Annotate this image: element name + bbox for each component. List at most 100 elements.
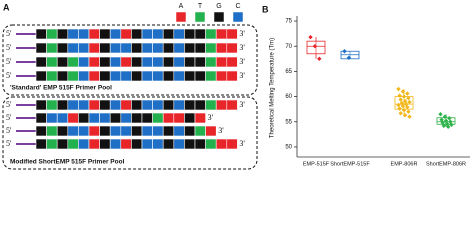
point — [401, 94, 407, 99]
base — [162, 56, 175, 68]
base — [173, 56, 185, 68]
base — [78, 70, 90, 82]
base — [67, 42, 79, 54]
base — [78, 28, 90, 40]
base — [46, 138, 58, 150]
base — [88, 42, 100, 54]
base — [56, 56, 69, 68]
base — [99, 125, 111, 137]
base — [78, 138, 90, 150]
three-prime: 3' — [239, 43, 245, 52]
legend-letter: C — [235, 3, 240, 10]
base — [99, 28, 111, 40]
base — [215, 70, 228, 82]
base — [194, 28, 206, 40]
base — [120, 138, 132, 150]
base — [152, 70, 164, 82]
base — [131, 138, 143, 150]
base — [99, 70, 111, 82]
box — [306, 40, 326, 55]
base — [162, 70, 175, 82]
point — [407, 114, 412, 119]
base — [67, 138, 79, 150]
base — [88, 99, 100, 111]
base — [46, 42, 58, 54]
point — [346, 55, 352, 60]
base — [88, 28, 100, 40]
base — [56, 70, 69, 82]
base — [215, 42, 228, 54]
base — [35, 56, 47, 68]
x-tick-label: ShortEMP-806R — [426, 161, 466, 167]
base — [152, 138, 164, 150]
base — [88, 56, 100, 68]
base — [131, 70, 143, 82]
base — [141, 56, 153, 68]
base — [67, 112, 79, 124]
base — [78, 125, 90, 137]
three-prime: 3' — [239, 71, 245, 80]
legend-swatch — [194, 11, 206, 23]
point — [396, 86, 401, 92]
base — [35, 125, 47, 137]
base — [109, 42, 122, 54]
legend-swatch — [232, 11, 244, 23]
base — [88, 125, 100, 137]
base — [226, 99, 238, 111]
base — [184, 70, 196, 82]
base — [46, 70, 58, 82]
five-prime: 5' — [6, 71, 12, 80]
three-prime: 3' — [208, 113, 214, 122]
base — [141, 28, 153, 40]
base — [141, 125, 153, 137]
base — [205, 125, 217, 137]
base — [162, 138, 175, 150]
x-tick-label: EMP-515F — [303, 161, 330, 167]
y-axis-title: Theoretical Melting Temperature (Tm) — [270, 38, 276, 138]
base — [141, 70, 153, 82]
base — [99, 56, 111, 68]
point — [405, 104, 410, 110]
point — [401, 107, 407, 113]
base — [162, 125, 175, 137]
base — [56, 112, 69, 124]
base — [226, 138, 238, 150]
base — [173, 28, 185, 40]
x-tick-label: ShortEMP-515F — [330, 161, 370, 167]
base — [109, 56, 122, 68]
base — [152, 42, 164, 54]
three-prime: 3' — [218, 126, 224, 135]
base — [56, 42, 69, 54]
point — [312, 44, 318, 49]
base — [141, 99, 153, 111]
base — [173, 42, 185, 54]
base — [56, 125, 69, 137]
base — [131, 125, 143, 137]
base — [46, 56, 58, 68]
base — [173, 70, 185, 82]
base — [109, 28, 122, 40]
base — [215, 99, 228, 111]
pool-caption: 'Standard' EMP 515F Primer Pool — [10, 85, 112, 92]
five-prime: 5' — [6, 43, 12, 52]
base — [173, 138, 185, 150]
base — [35, 112, 47, 124]
legend-letter: A — [179, 3, 184, 10]
point — [308, 34, 313, 40]
point — [406, 109, 411, 114]
base — [56, 99, 69, 111]
legend-swatch — [175, 11, 187, 23]
base — [205, 70, 217, 82]
y-tick-label: 60 — [285, 94, 292, 100]
base — [194, 112, 206, 124]
base — [109, 125, 122, 137]
base — [99, 138, 111, 150]
point — [400, 103, 406, 109]
base — [99, 99, 111, 111]
base — [78, 112, 90, 124]
base — [109, 112, 122, 124]
base — [78, 99, 90, 111]
base — [205, 99, 217, 111]
base — [215, 56, 228, 68]
three-prime: 3' — [239, 57, 245, 66]
